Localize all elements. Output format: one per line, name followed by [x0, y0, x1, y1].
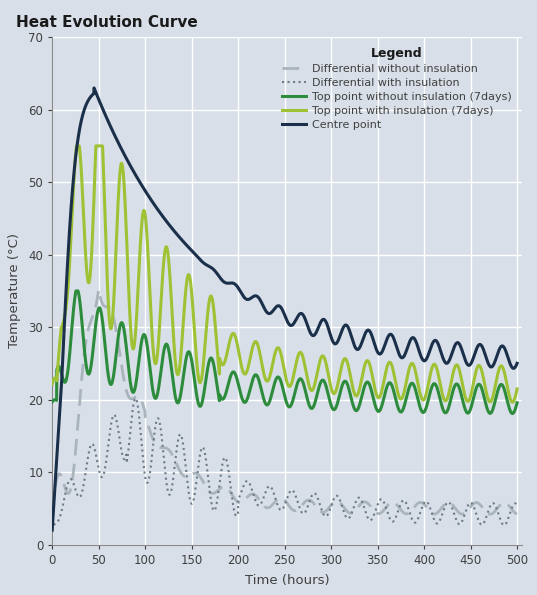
Line: Differential with insulation: Differential with insulation [52, 398, 517, 530]
Differential with insulation [132, 394, 139, 402]
Centre point [500, 343, 507, 350]
Differential without insulation [415, 499, 422, 506]
Top point without insulation (7days) [275, 374, 282, 381]
Y-axis label: Temperature (°C): Temperature (°C) [9, 233, 21, 349]
Centre point [91, 84, 97, 92]
Differential without insulation [514, 511, 520, 518]
Centre point [72, 151, 79, 158]
Differential without insulation [501, 499, 507, 506]
Top point without insulation (7days) [415, 398, 422, 405]
Centre point [514, 360, 520, 367]
Centre point [263, 308, 270, 315]
Top point with insulation (7days) [49, 381, 55, 388]
Differential with insulation [514, 502, 520, 509]
Top point without insulation (7days) [500, 384, 507, 391]
Line: Centre point: Centre point [52, 88, 517, 530]
Line: Differential without insulation: Differential without insulation [52, 290, 517, 514]
Centre point [500, 343, 507, 350]
Top point without insulation (7days) [263, 401, 270, 408]
Top point without insulation (7days) [72, 287, 79, 295]
Differential without insulation [275, 495, 282, 502]
Line: Top point with insulation (7days): Top point with insulation (7days) [52, 146, 517, 402]
Centre point [415, 345, 422, 352]
Text: Heat Evolution Curve: Heat Evolution Curve [16, 15, 198, 30]
Differential without insulation [72, 444, 79, 451]
Line: Top point without insulation (7days): Top point without insulation (7days) [52, 291, 517, 414]
Differential without insulation [500, 499, 507, 506]
Differential without insulation [263, 504, 270, 511]
Top point with insulation (7days) [72, 148, 79, 155]
Legend: Differential without insulation, Differential with insulation, Top point without: Differential without insulation, Differe… [278, 43, 516, 134]
Differential with insulation [500, 521, 507, 528]
X-axis label: Time (hours): Time (hours) [245, 574, 329, 587]
Top point with insulation (7days) [514, 386, 520, 393]
Centre point [49, 527, 55, 534]
Centre point [275, 302, 282, 309]
Top point without insulation (7days) [500, 384, 507, 392]
Top point without insulation (7days) [509, 410, 516, 417]
Top point with insulation (7days) [275, 345, 282, 352]
Top point without insulation (7days) [49, 398, 55, 405]
Differential without insulation [487, 511, 494, 518]
Top point with insulation (7days) [415, 383, 422, 390]
Top point with insulation (7days) [509, 399, 516, 406]
Top point without insulation (7days) [73, 287, 79, 295]
Top point with insulation (7days) [500, 366, 507, 373]
Differential with insulation [415, 514, 422, 521]
Differential without insulation [96, 286, 102, 293]
Top point with insulation (7days) [263, 377, 270, 384]
Differential with insulation [72, 487, 79, 494]
Differential with insulation [500, 521, 507, 528]
Differential with insulation [275, 503, 282, 511]
Top point without insulation (7days) [514, 399, 520, 406]
Differential with insulation [263, 487, 270, 494]
Differential without insulation [49, 508, 55, 515]
Differential with insulation [49, 527, 55, 534]
Top point with insulation (7days) [74, 142, 80, 149]
Top point with insulation (7days) [500, 367, 507, 374]
